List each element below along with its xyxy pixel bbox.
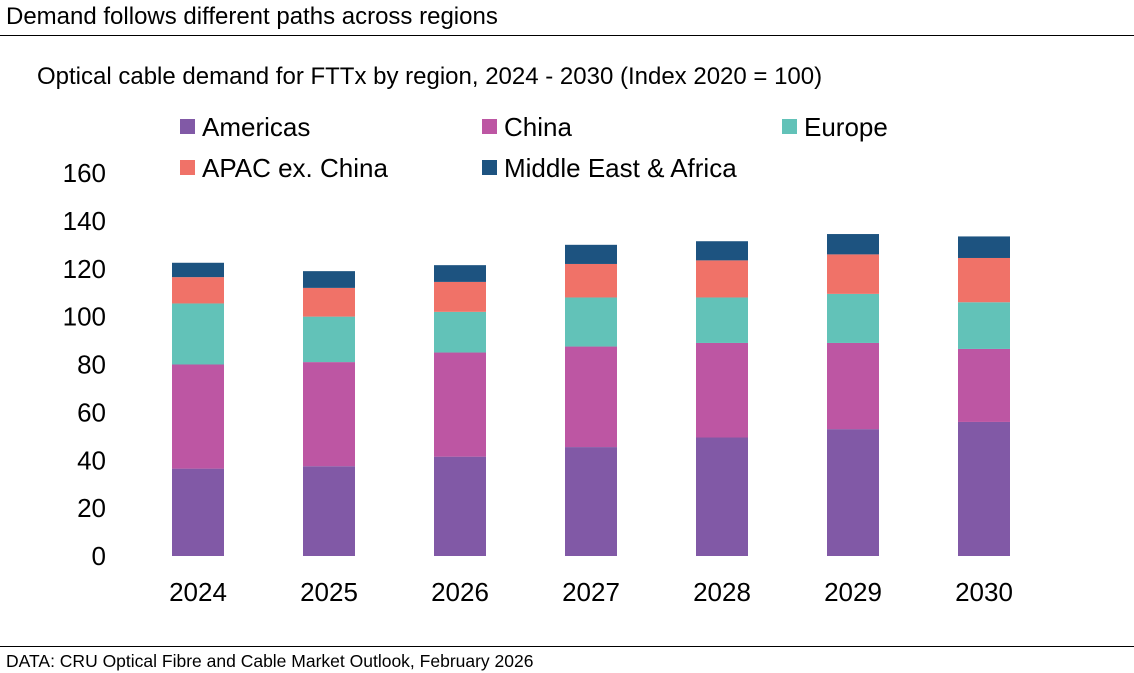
bar-segment-europe-2027: [565, 297, 617, 347]
y-tick-label: 20: [77, 493, 106, 523]
bar-segment-europe-2030: [958, 302, 1010, 349]
x-tick-label: 2029: [824, 577, 882, 607]
bar-stack-2026: [434, 265, 486, 556]
bar-segment-china-2026: [434, 352, 486, 457]
bar-segment-middle-east-africa-2029: [827, 234, 879, 255]
y-tick-label: 160: [63, 158, 106, 188]
bars: [172, 234, 1010, 556]
bar-segment-china-2027: [565, 346, 617, 448]
x-tick-label: 2025: [300, 577, 358, 607]
legend-swatch: [180, 160, 195, 175]
source-note: DATA: CRU Optical Fibre and Cable Market…: [6, 651, 534, 671]
legend-item: APAC ex. China: [180, 153, 388, 183]
chart-title: Optical cable demand for FTTx by region,…: [37, 63, 823, 90]
y-axis: 0 20 40 60 80 100 120 140 160: [63, 158, 106, 571]
bar-stack-2027: [565, 244, 617, 556]
bar-segment-middle-east-africa-2027: [565, 244, 617, 264]
top-divider: [0, 35, 1134, 36]
bottom-divider: [0, 646, 1134, 647]
legend-swatch: [482, 160, 497, 175]
bar-segment-apac-ex-china-2029: [827, 254, 879, 294]
legend-label: Americas: [202, 112, 310, 142]
legend-item: China: [482, 112, 572, 142]
bar-segment-china-2029: [827, 342, 879, 430]
bar-segment-china-2030: [958, 348, 1010, 422]
bar-segment-apac-ex-china-2028: [696, 260, 748, 298]
legend-label: APAC ex. China: [202, 153, 388, 183]
bar-segment-americas-2024: [172, 468, 224, 556]
legend-item: Americas: [180, 112, 310, 142]
bar-segment-middle-east-africa-2028: [696, 241, 748, 261]
y-tick-label: 60: [77, 397, 106, 427]
bar-segment-middle-east-africa-2024: [172, 262, 224, 278]
x-tick-label: 2026: [431, 577, 489, 607]
bar-stack-2029: [827, 234, 879, 556]
bar-stack-2025: [303, 271, 355, 556]
legend-label: China: [504, 112, 572, 142]
bar-segment-china-2028: [696, 342, 748, 438]
bar-segment-apac-ex-china-2025: [303, 287, 355, 317]
bar-segment-china-2024: [172, 364, 224, 469]
x-tick-label: 2030: [955, 577, 1013, 607]
x-tick-label: 2028: [693, 577, 751, 607]
x-tick-label: 2024: [169, 577, 227, 607]
bar-segment-middle-east-africa-2025: [303, 271, 355, 288]
bar-segment-europe-2024: [172, 303, 224, 365]
legend-item: Europe: [782, 112, 888, 142]
bar-segment-americas-2028: [696, 437, 748, 556]
bar-segment-americas-2029: [827, 429, 879, 556]
y-tick-label: 40: [77, 445, 106, 475]
bar-stack-2024: [172, 262, 224, 556]
y-tick-label: 80: [77, 350, 106, 380]
bar-segment-apac-ex-china-2026: [434, 281, 486, 312]
legend-label: Middle East & Africa: [504, 153, 737, 183]
bar-segment-europe-2026: [434, 311, 486, 353]
x-axis: 2024 2025 2026 2027 2028 2029 2030: [169, 577, 1013, 607]
chart-legend: Americas China Europe APAC ex. China Middle …: [180, 112, 888, 183]
bar-segment-china-2025: [303, 362, 355, 467]
bar-segment-middle-east-africa-2026: [434, 265, 486, 282]
bar-stack-2030: [958, 236, 1010, 556]
y-tick-label: 140: [63, 206, 106, 236]
bar-segment-apac-ex-china-2027: [565, 263, 617, 298]
bar-segment-europe-2028: [696, 297, 748, 343]
x-tick-label: 2027: [562, 577, 620, 607]
y-tick-label: 100: [63, 302, 106, 332]
bar-segment-europe-2025: [303, 316, 355, 363]
legend-swatch: [180, 119, 195, 134]
bar-segment-americas-2027: [565, 447, 617, 556]
bar-segment-americas-2030: [958, 421, 1010, 556]
legend-item: Middle East & Africa: [482, 153, 737, 183]
bar-segment-apac-ex-china-2024: [172, 277, 224, 304]
y-tick-label: 120: [63, 254, 106, 284]
legend-swatch: [482, 119, 497, 134]
bar-stack-2028: [696, 241, 748, 556]
legend-swatch: [782, 119, 797, 134]
y-tick-label: 0: [92, 541, 106, 571]
page-headline: Demand follows different paths across re…: [6, 3, 498, 30]
bar-segment-apac-ex-china-2030: [958, 257, 1010, 303]
bar-segment-europe-2029: [827, 293, 879, 343]
legend-label: Europe: [804, 112, 888, 142]
bar-segment-americas-2026: [434, 456, 486, 556]
bar-segment-americas-2025: [303, 466, 355, 556]
bar-segment-middle-east-africa-2030: [958, 236, 1010, 258]
